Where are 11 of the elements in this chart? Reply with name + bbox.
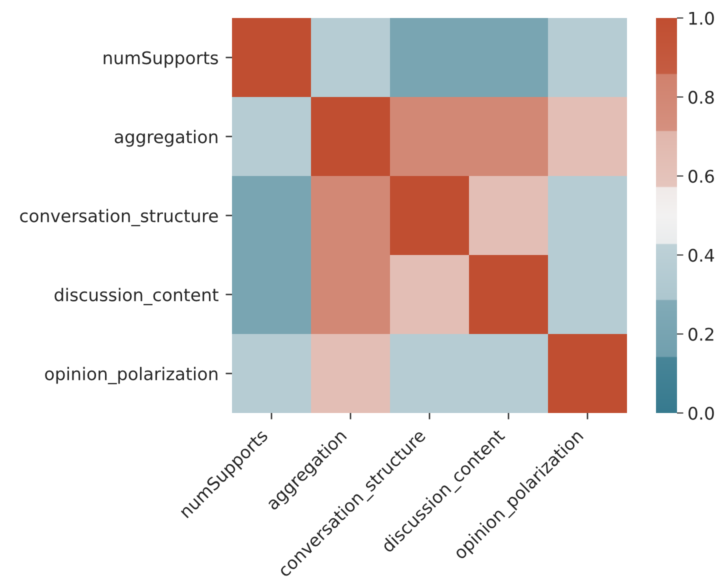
color-bar-label: 0.4 (688, 248, 714, 262)
y-tick-label: discussion_content (54, 288, 218, 306)
color-bar-label: 0.2 (688, 328, 714, 341)
color-bar-label: 1.0 (689, 12, 714, 25)
color-bar-label: 0.6 (688, 170, 714, 183)
color-bar-label: 0.0 (688, 406, 714, 420)
color-bar-label: 0.8 (688, 90, 714, 104)
y-tick-label: aggregation (114, 130, 218, 147)
y-tick-label: conversation_structure (20, 208, 218, 226)
y-tick-label: numSupports (104, 51, 218, 68)
y-tick-label: opinion_polarization (45, 366, 218, 384)
